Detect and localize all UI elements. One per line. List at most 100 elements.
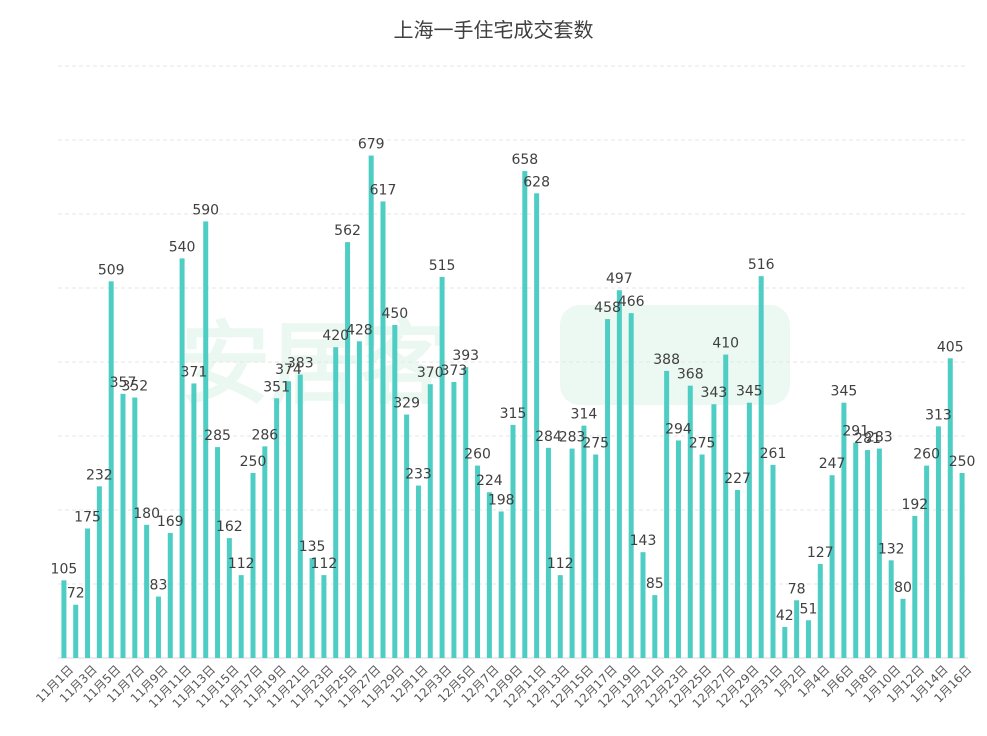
bar — [924, 465, 930, 658]
data-label: 516 — [748, 257, 775, 273]
bar — [61, 580, 67, 658]
bar — [191, 383, 197, 658]
bar — [782, 626, 788, 658]
bar — [853, 442, 859, 658]
bar — [865, 450, 871, 658]
bar — [557, 575, 563, 658]
bar — [687, 385, 693, 658]
bar — [356, 341, 362, 658]
bar — [746, 402, 752, 658]
bar — [167, 532, 173, 658]
data-label: 175 — [74, 510, 101, 526]
data-label: 275 — [582, 436, 609, 452]
bar — [285, 381, 291, 658]
data-label: 393 — [452, 348, 479, 364]
data-label: 286 — [251, 427, 278, 443]
data-label: 343 — [701, 385, 728, 401]
data-label: 250 — [240, 454, 267, 470]
data-label: 232 — [86, 467, 113, 483]
bar — [475, 465, 481, 658]
bar — [593, 454, 599, 658]
bar — [699, 454, 705, 658]
data-label: 261 — [760, 446, 787, 462]
data-label: 509 — [98, 262, 125, 278]
data-label: 224 — [476, 473, 503, 489]
bar — [628, 313, 634, 658]
bar — [581, 425, 587, 658]
bar — [912, 515, 918, 658]
bar — [309, 558, 315, 658]
bar — [735, 490, 741, 658]
data-label: 371 — [181, 364, 208, 380]
bar — [463, 367, 469, 658]
bar — [415, 485, 421, 658]
data-label: 283 — [866, 430, 893, 446]
bar — [794, 600, 800, 658]
data-label: 233 — [405, 467, 432, 483]
data-label: 515 — [429, 258, 456, 274]
data-label: 352 — [121, 379, 148, 395]
data-label: 112 — [547, 556, 574, 572]
data-label: 373 — [441, 363, 468, 379]
bar — [215, 447, 221, 658]
data-label: 260 — [464, 447, 491, 463]
bar — [770, 464, 776, 658]
bar — [155, 596, 161, 658]
data-label: 143 — [630, 533, 657, 549]
data-label: 247 — [819, 456, 846, 472]
bar — [876, 448, 882, 658]
chart-title: 上海一手住宅成交套数 — [393, 18, 594, 42]
bar — [380, 201, 386, 659]
bar — [498, 511, 504, 658]
data-label: 370 — [417, 365, 444, 381]
bars-group — [61, 155, 965, 659]
data-label: 405 — [937, 339, 964, 355]
data-label: 368 — [677, 367, 704, 383]
bar — [805, 620, 811, 658]
bar — [545, 447, 551, 658]
bar — [132, 397, 138, 658]
data-label: 351 — [263, 379, 290, 395]
bar — [675, 440, 681, 658]
bar — [404, 414, 410, 658]
data-label: 450 — [381, 306, 408, 322]
data-label: 345 — [831, 384, 858, 400]
data-label: 198 — [488, 492, 515, 508]
bar — [108, 281, 114, 658]
bar — [368, 155, 374, 659]
bar — [510, 424, 516, 658]
data-label: 458 — [594, 300, 621, 316]
data-label: 315 — [500, 406, 527, 422]
data-label: 679 — [358, 137, 385, 153]
data-label: 291 — [842, 424, 869, 440]
data-label: 628 — [523, 174, 550, 190]
bar — [935, 426, 941, 658]
data-label: 162 — [216, 519, 243, 535]
bar — [534, 193, 540, 658]
data-label: 112 — [311, 556, 338, 572]
bar — [486, 492, 492, 658]
data-label: 540 — [169, 239, 196, 255]
bar — [427, 384, 433, 658]
data-label: 260 — [913, 447, 940, 463]
data-label: 658 — [511, 152, 538, 168]
data-label: 180 — [133, 506, 160, 522]
bar — [605, 319, 611, 658]
data-label: 275 — [689, 436, 716, 452]
bar — [274, 398, 280, 658]
bar — [179, 258, 185, 658]
data-label: 357 — [110, 375, 137, 391]
data-label: 227 — [724, 471, 751, 487]
bar — [900, 598, 906, 658]
bar — [250, 473, 256, 658]
data-label: 85 — [646, 576, 664, 592]
bar — [345, 242, 351, 658]
bar — [817, 564, 823, 658]
data-label: 313 — [925, 407, 952, 423]
data-label: 192 — [901, 497, 928, 513]
bar — [238, 575, 244, 658]
data-label: 562 — [334, 223, 361, 239]
data-label: 383 — [287, 356, 314, 372]
data-label: 497 — [606, 271, 633, 287]
